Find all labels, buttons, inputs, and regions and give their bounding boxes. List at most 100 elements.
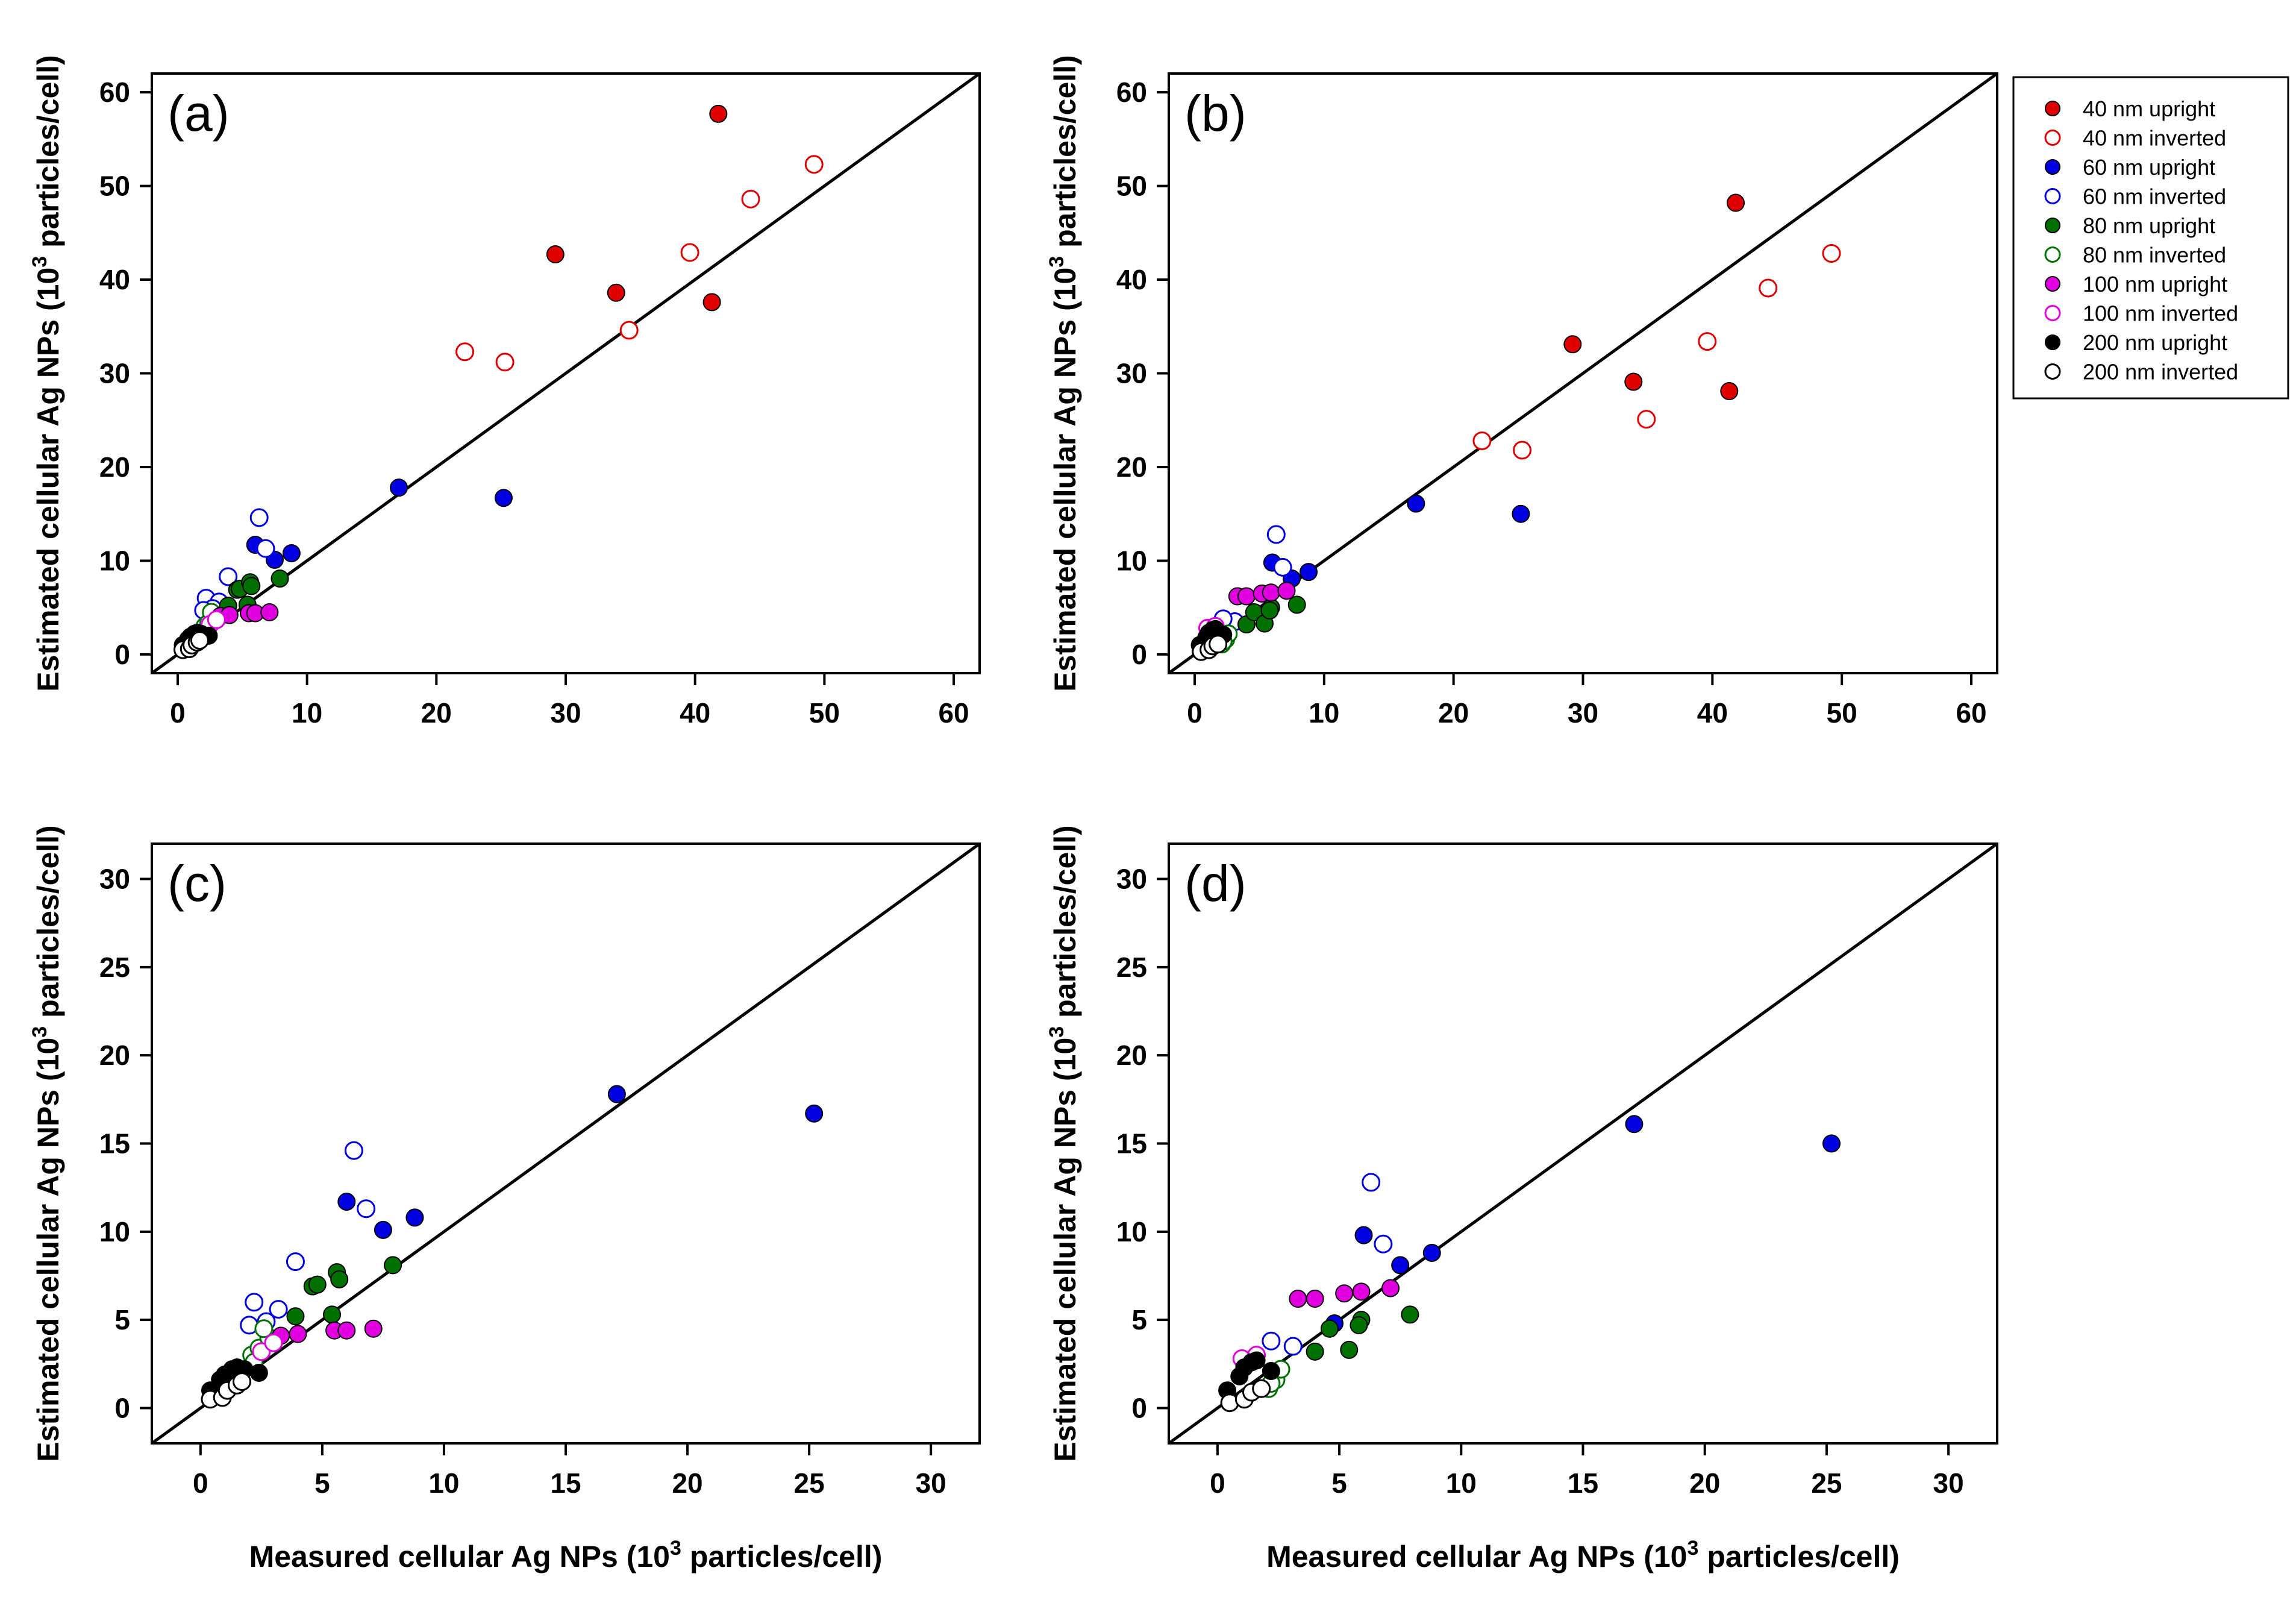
data-point (242, 577, 261, 595)
x-tick-label: 5 (314, 1467, 330, 1499)
y-tick-label: 15 (1116, 1128, 1147, 1159)
data-point (1277, 582, 1296, 600)
data-point (1262, 583, 1280, 602)
legend-label: 100 nm inverted (2083, 301, 2238, 326)
series-100-nm-upright (1289, 1279, 1400, 1308)
data-point (364, 1319, 383, 1338)
y-tick-label: 0 (114, 639, 130, 670)
data-point (1624, 372, 1643, 391)
data-point (1637, 410, 1656, 429)
legend-label: 200 nm inverted (2083, 360, 2238, 384)
x-tick-label: 30 (550, 697, 581, 729)
y-tick-label: 10 (1116, 545, 1147, 576)
x-tick-label: 20 (421, 697, 452, 729)
panel-label: (d) (1184, 855, 1247, 912)
data-point (1625, 1115, 1644, 1134)
x-tick-label: 0 (1210, 1467, 1225, 1499)
data-point (1237, 587, 1256, 606)
data-point (323, 1305, 342, 1324)
data-point (1252, 1379, 1271, 1398)
legend: 40 nm upright 40 nm inverted 60 nm upright… (2012, 76, 2289, 400)
series-60-nm-inverted (1262, 1173, 1393, 1356)
x-tick-label: 10 (292, 697, 322, 729)
legend-marker (2044, 188, 2061, 204)
x-tick-label: 0 (170, 697, 186, 729)
panel-b: 0 10 20 30 40 50 60 0 10 20 30 40 50 60 (b) Estimated c… (1045, 55, 1998, 729)
series-40-nm-upright (1563, 193, 1745, 401)
y-tick-label: 5 (114, 1304, 130, 1335)
data-point (1422, 1243, 1441, 1262)
x-tick-label: 30 (1933, 1467, 1964, 1499)
legend-marker (2045, 101, 2060, 116)
series-100-nm-upright (1228, 582, 1296, 606)
data-point (1289, 1290, 1307, 1308)
y-axis-title: Estimated cellular Ag NPs (103 particles… (28, 55, 65, 691)
series-40-nm-inverted (1472, 244, 1841, 460)
data-point (330, 1270, 349, 1288)
x-tick-label: 25 (1811, 1467, 1842, 1499)
legend-item: 40 nm upright (2045, 96, 2215, 121)
y-axis-title: Estimated cellular Ag NPs (103 particles… (28, 825, 65, 1461)
panel-label: (c) (167, 855, 227, 912)
series-200-nm-inverted (1192, 635, 1228, 661)
y-tick-label: 5 (1131, 1304, 1147, 1335)
legend-label: 40 nm upright (2083, 96, 2215, 121)
data-point (1374, 1234, 1393, 1253)
data-point (1759, 278, 1778, 298)
x-tick-label: 25 (794, 1467, 825, 1499)
y-tick-label: 25 (1116, 952, 1147, 983)
series-60-nm-upright (337, 1085, 824, 1239)
y-tick-label: 10 (1116, 1216, 1147, 1247)
panel-d: 0 5 10 15 20 25 30 0 5 10 15 20 25 30 (d) Estimated cel… (1045, 825, 1998, 1573)
data-point (256, 539, 275, 558)
y-tick-label: 50 (99, 171, 130, 202)
data-point (1340, 1340, 1359, 1359)
data-point (1391, 1256, 1410, 1275)
legend-label: 80 nm upright (2083, 213, 2215, 238)
y-tick-label: 60 (99, 77, 130, 108)
data-point (1401, 1305, 1419, 1324)
data-point (1320, 1319, 1339, 1338)
x-tick-label: 20 (1689, 1467, 1720, 1499)
panel-label: (b) (1184, 85, 1247, 142)
data-point (1262, 1362, 1280, 1381)
data-point (804, 155, 824, 174)
legend-marker (2045, 276, 2060, 292)
data-point (1273, 557, 1292, 577)
y-tick-label: 60 (1116, 77, 1147, 108)
y-tick-label: 30 (1116, 358, 1147, 389)
x-tick-label: 0 (1187, 697, 1203, 729)
panel-label: (a) (167, 85, 230, 142)
data-point (1306, 1290, 1324, 1308)
data-point (1335, 1284, 1354, 1303)
y-tick-label: 30 (1116, 864, 1147, 895)
identity-line (151, 72, 981, 675)
data-point (1354, 1226, 1373, 1244)
data-point (1262, 1331, 1281, 1351)
data-point (619, 321, 639, 340)
identity-line (151, 842, 981, 1445)
data-point (249, 508, 269, 527)
data-point (1362, 1173, 1381, 1192)
y-tick-label: 30 (99, 358, 130, 389)
x-tick-label: 20 (1438, 697, 1469, 729)
legend-item: 100 nm inverted (2044, 301, 2238, 326)
x-tick-label: 10 (1446, 1467, 1477, 1499)
x-tick-label: 50 (1827, 697, 1857, 729)
data-point (1512, 504, 1530, 523)
y-tick-label: 15 (99, 1128, 130, 1159)
data-point (1306, 1342, 1324, 1361)
data-point (1350, 1316, 1368, 1334)
legend-marker (2045, 159, 2060, 175)
data-point (337, 1193, 356, 1211)
data-point (245, 1293, 264, 1312)
data-point (709, 104, 728, 123)
x-tick-label: 50 (809, 697, 840, 729)
legend-item: 40 nm inverted (2044, 126, 2226, 151)
data-point (289, 1325, 307, 1343)
data-point (374, 1220, 392, 1239)
data-point (805, 1104, 824, 1123)
y-tick-label: 25 (99, 952, 130, 983)
